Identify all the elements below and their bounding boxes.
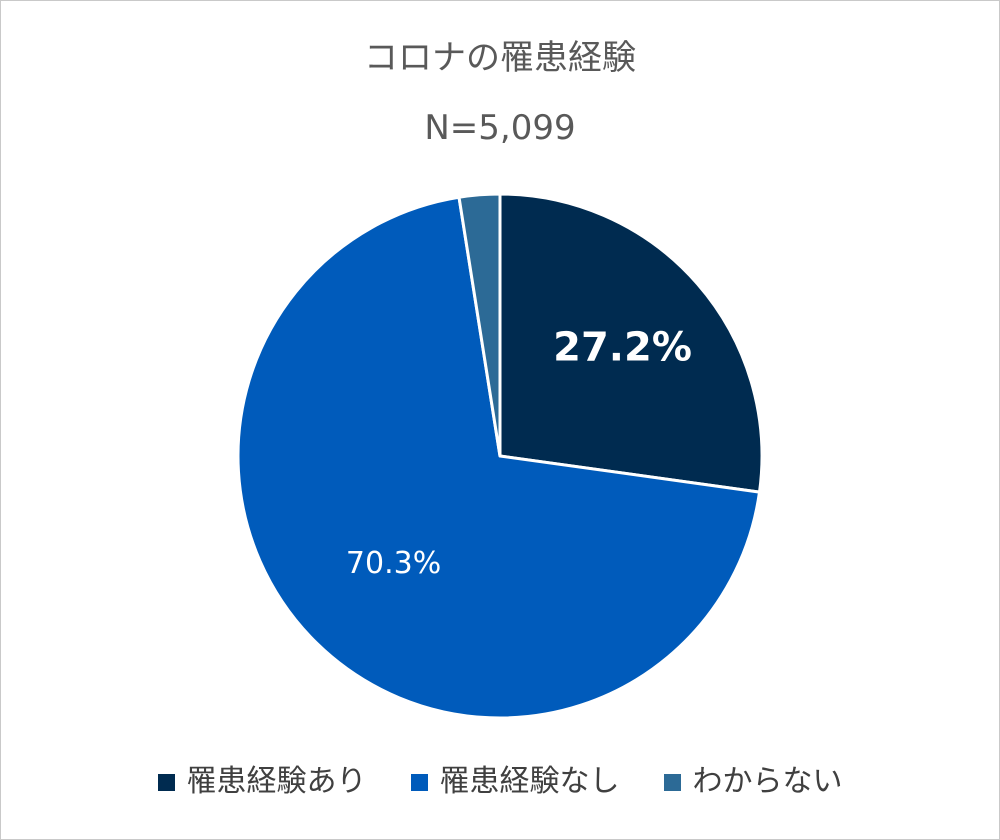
data-label-infected: 27.2%: [553, 324, 692, 370]
legend-item-unknown: わからない: [663, 762, 843, 802]
pie-slice-not-infected: [236, 195, 762, 720]
pie-slice-infected: [498, 192, 764, 494]
legend-label-not-infected: 罹患経験なし: [439, 764, 620, 799]
chart-subtitle: N=5,099: [424, 108, 576, 148]
legend-item-infected: 罹患経験あり: [157, 762, 367, 802]
legend-swatch-not-infected: [410, 773, 428, 791]
legend-label-unknown: わからない: [692, 764, 843, 799]
legend-label-infected: 罹患経験あり: [186, 764, 367, 799]
chart-title: コロナの罹患経験: [364, 38, 636, 78]
data-label-not-infected: 70.3%: [346, 546, 441, 581]
legend-swatch-infected: [157, 773, 175, 791]
legend-swatch-unknown: [663, 773, 681, 791]
pie-slice-unknown: [457, 192, 502, 458]
legend: 罹患経験あり 罹患経験なし わからない: [0, 762, 1000, 802]
legend-item-not-infected: 罹患経験なし: [410, 762, 620, 802]
